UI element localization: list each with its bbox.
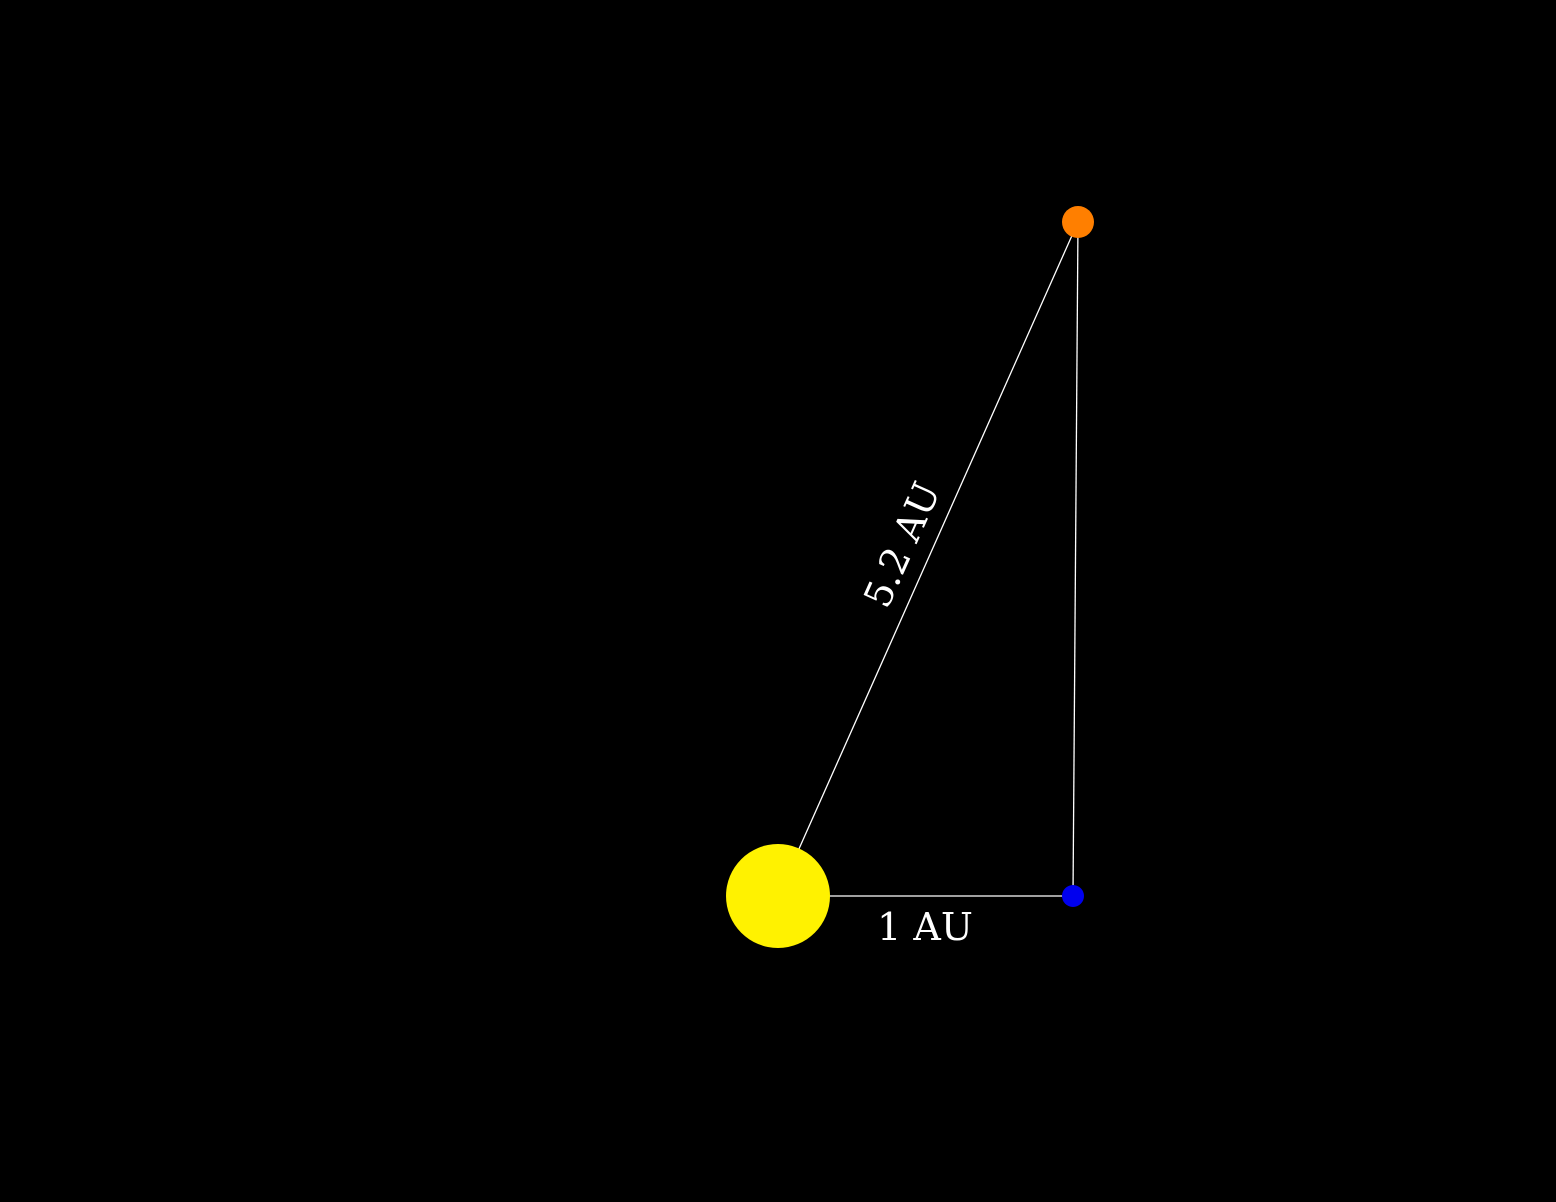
earth-circle [1062, 885, 1084, 907]
sun-earth-distance-label: 1 AU [877, 905, 973, 949]
sun-circle [726, 844, 830, 948]
jupiter-earth-line [1072, 221, 1079, 897]
jupiter-circle [1062, 206, 1094, 238]
sun-jupiter-line [777, 221, 1079, 897]
